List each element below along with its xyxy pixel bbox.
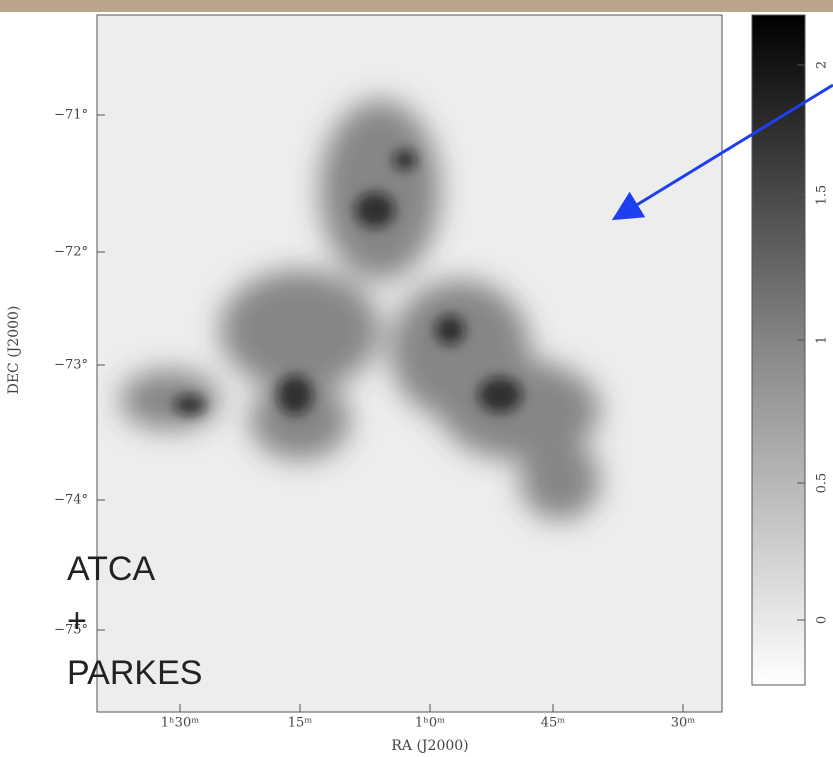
- colorbar: [752, 15, 805, 685]
- x-tick-label: 1ʰ0ᵐ: [415, 716, 445, 731]
- x-tick-label: 1ʰ30ᵐ: [161, 716, 199, 731]
- colorbar-tick-label: 0: [815, 616, 830, 624]
- x-tick-label: 45ᵐ: [541, 716, 566, 731]
- overlay-line: +: [67, 602, 87, 640]
- x-tick-label: 15ᵐ: [288, 716, 313, 731]
- y-tick-label: −71°: [54, 108, 88, 123]
- y-axis-label: DEC (J2000): [6, 306, 22, 395]
- y-tick-label: −74°: [54, 493, 88, 508]
- overlay-line: PARKES: [67, 654, 202, 692]
- page: DEC (J2000) RA (J2000) −71°−72°−73°−74°−…: [0, 0, 833, 757]
- y-tick-label: −73°: [54, 358, 88, 373]
- colorbar-tick-label: 2: [815, 61, 830, 69]
- colorbar-tick-label: 1.5: [815, 185, 830, 206]
- overlay-line: ATCA: [67, 550, 155, 588]
- x-tick-label: 30ᵐ: [671, 716, 696, 731]
- top-strip: [0, 0, 833, 12]
- colorbar-tick-label: 0.5: [815, 473, 830, 494]
- colorbar-tick-label: 1: [815, 336, 830, 344]
- x-axis-label: RA (J2000): [391, 738, 468, 754]
- y-tick-label: −72°: [54, 245, 88, 260]
